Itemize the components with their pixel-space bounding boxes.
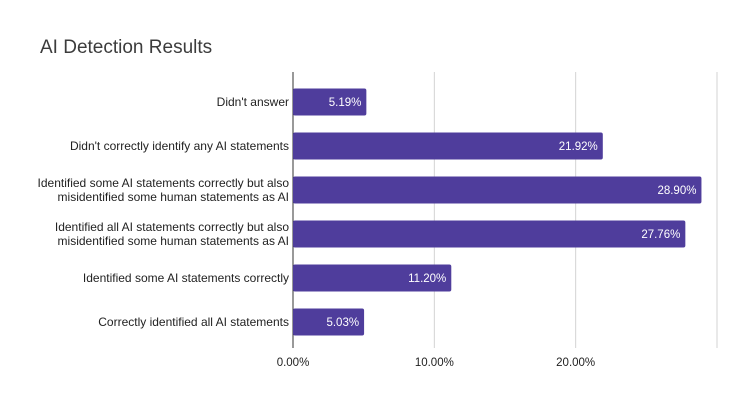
x-tick-label: 20.00% [556,357,595,369]
x-tick-label: 0.00% [277,357,310,369]
category-label: Correctly identified all AI statements [98,315,289,329]
category-labels: Didn't answer Didn't correctly identify a… [38,95,290,329]
x-axis-ticks: 0.00% 10.00% 20.00% [277,357,595,369]
category-label: Identified some AI statements correctly [83,271,289,285]
bar [293,132,603,160]
category-label: Identified all AI statements correctly b… [55,220,289,234]
bar [293,88,367,116]
bar [293,264,452,292]
gridlines [292,72,718,348]
bar [293,220,686,248]
category-label: misidentified some human statements as A… [58,234,289,248]
category-label: Didn't answer [217,95,289,109]
category-label: Didn't correctly identify any AI stateme… [70,139,289,153]
chart-title: AI Detection Results [40,37,212,58]
bar [293,176,702,204]
bar [293,308,365,336]
data-label: 5.03% [326,317,359,329]
data-label: 28.90% [657,185,696,197]
x-tick-label: 10.00% [415,357,454,369]
bars: 5.19% 21.92% 28.90% 27.76% 11.20% 5.03% [293,88,702,336]
data-label: 11.20% [408,273,446,285]
data-label: 21.92% [559,141,598,153]
category-label: misidentified some human statements as A… [58,190,289,204]
category-label: Identified some AI statements correctly … [38,176,290,190]
data-label: 27.76% [641,229,680,241]
data-label: 5.19% [329,97,362,109]
